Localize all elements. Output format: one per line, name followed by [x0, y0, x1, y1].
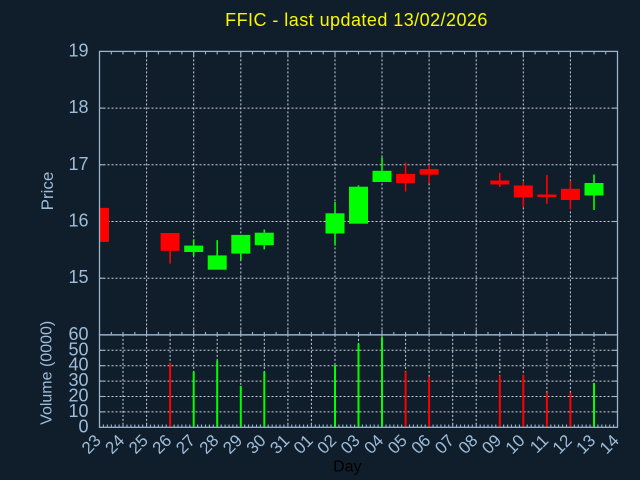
svg-text:18: 18	[68, 97, 88, 117]
svg-text:Volume (0000): Volume (0000)	[38, 321, 55, 425]
svg-text:Price: Price	[38, 172, 57, 211]
svg-text:40: 40	[68, 355, 88, 375]
svg-text:16: 16	[68, 211, 88, 231]
svg-text:20: 20	[68, 386, 88, 406]
svg-text:17: 17	[68, 154, 88, 174]
svg-text:30: 30	[68, 370, 88, 390]
svg-text:50: 50	[68, 339, 88, 359]
svg-text:15: 15	[68, 267, 88, 287]
svg-text:10: 10	[68, 401, 88, 421]
svg-text:FFIC - last updated 13/02/2026: FFIC - last updated 13/02/2026	[225, 10, 488, 30]
svg-text:0: 0	[78, 416, 88, 436]
svg-text:19: 19	[68, 40, 88, 60]
svg-text:Day: Day	[333, 459, 361, 476]
svg-text:60: 60	[68, 324, 88, 344]
